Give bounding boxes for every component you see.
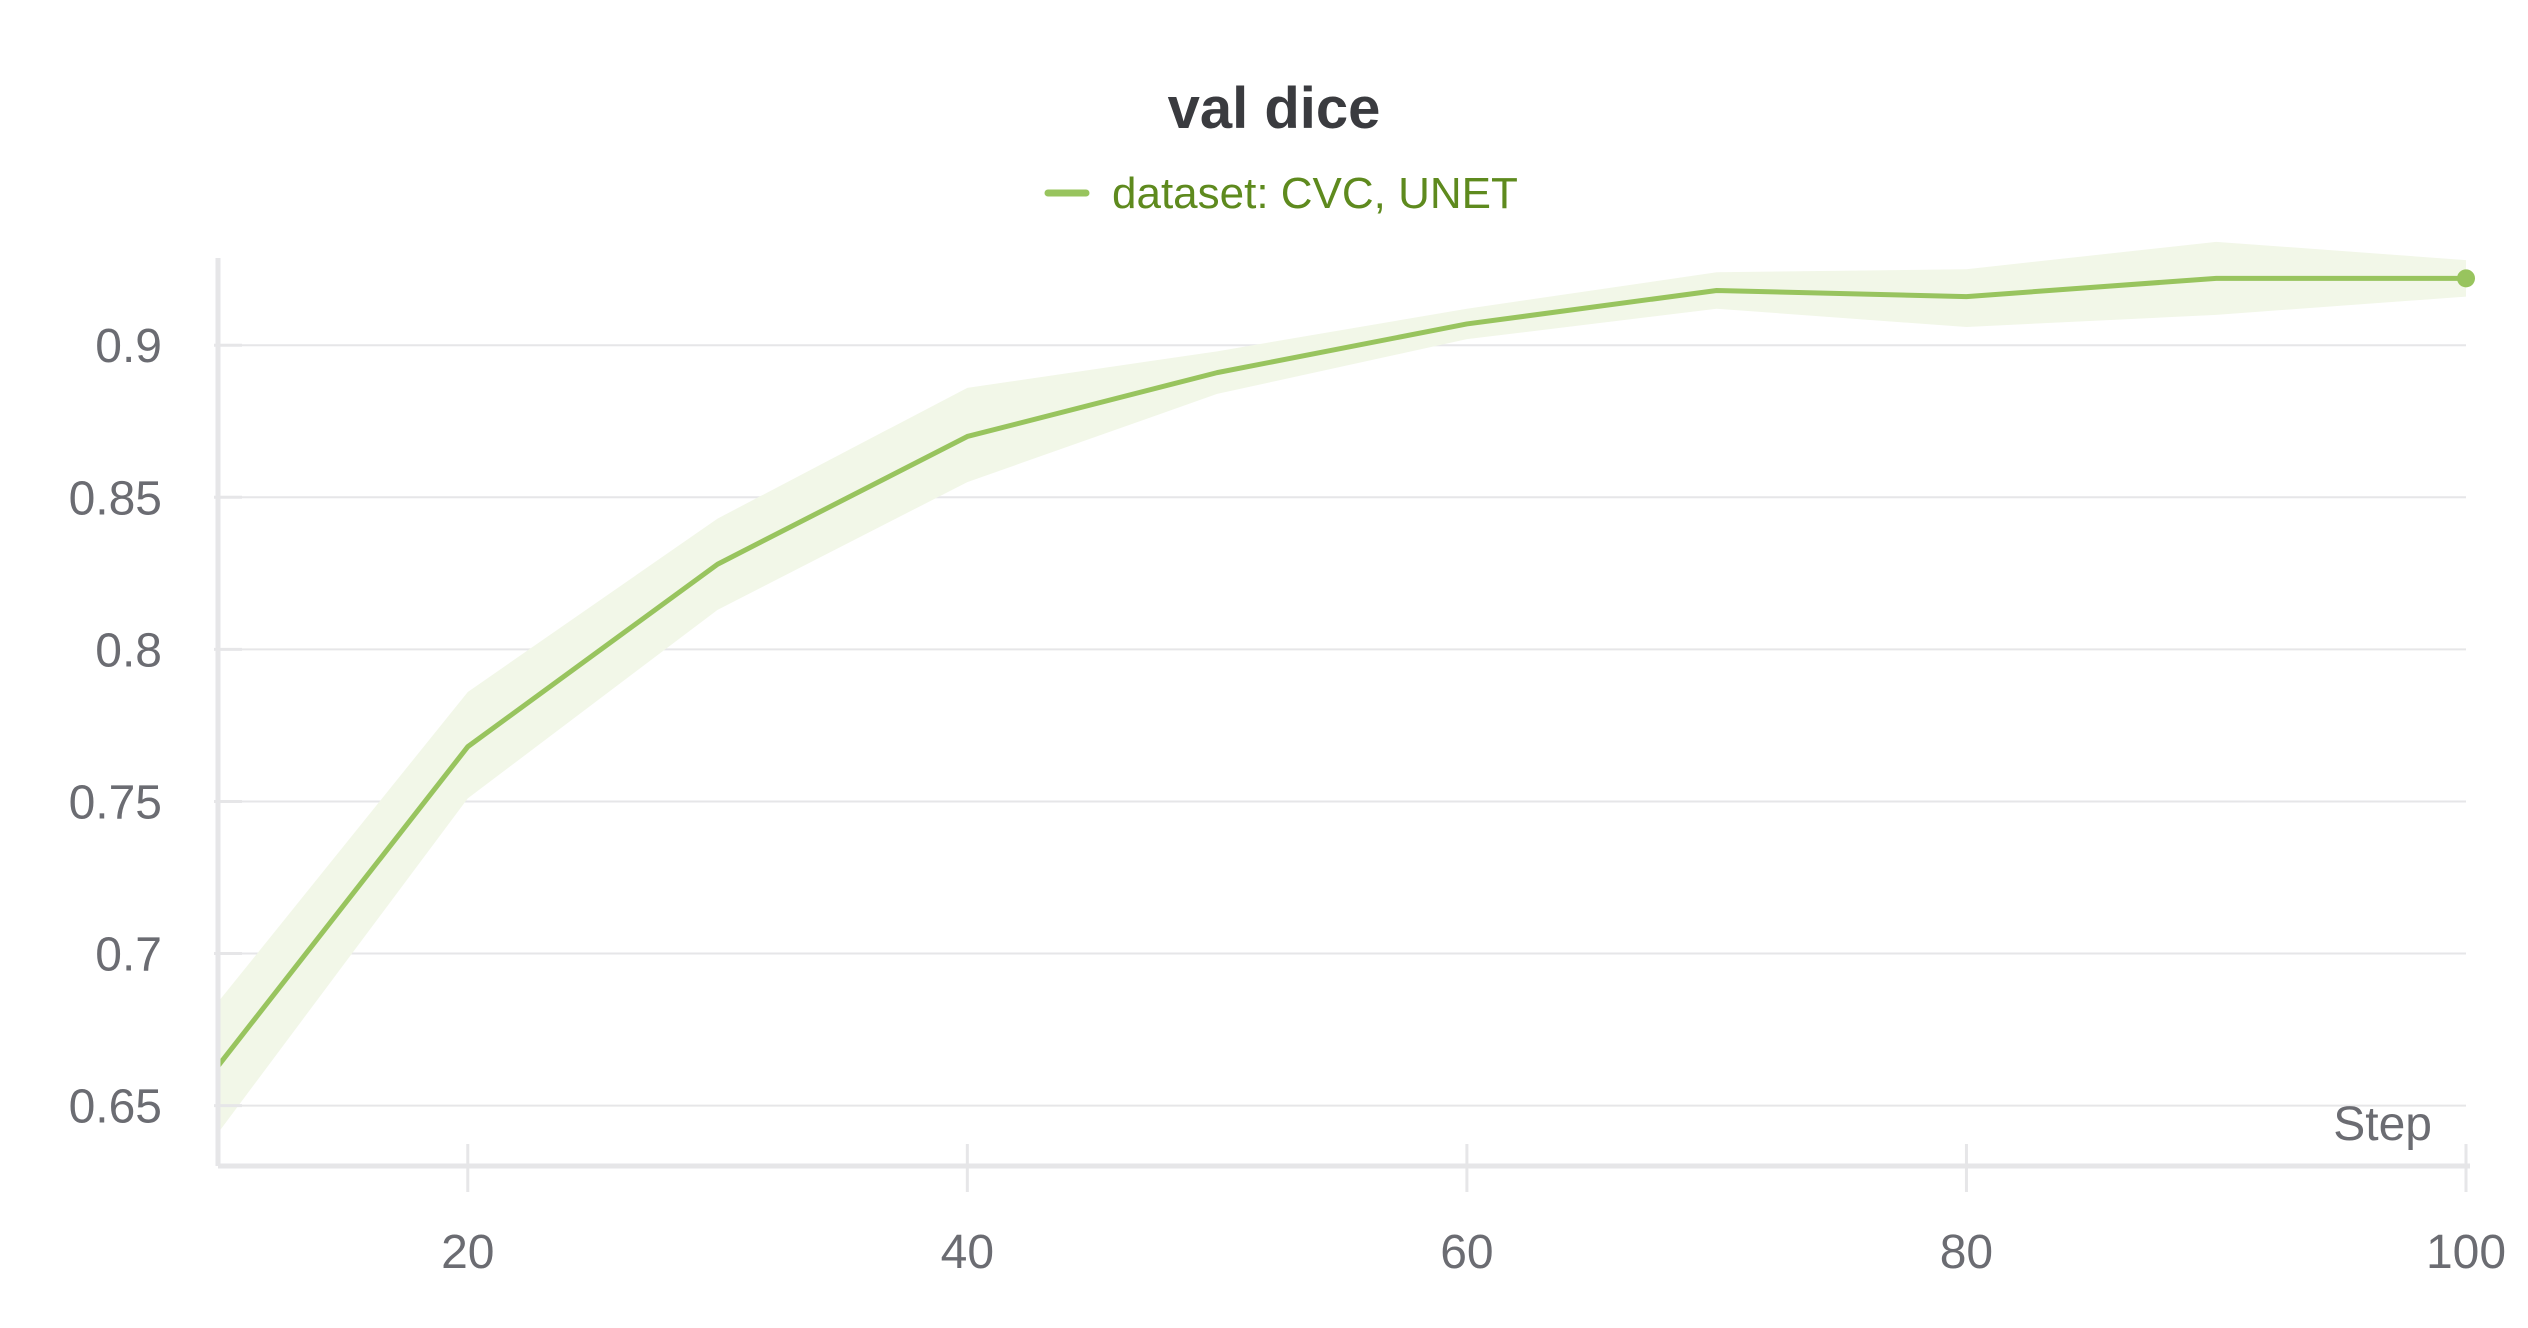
x-tick-label: 80: [1940, 1226, 1993, 1279]
y-tick-label: 0.8: [95, 624, 162, 677]
x-tick-label: 40: [941, 1226, 994, 1279]
axes: [215, 258, 2470, 1169]
series-band: [218, 241, 2466, 1133]
series-line: [215, 275, 2469, 1069]
y-axis-ticks: 0.65 0.7 0.75 0.8 0.85 0.9: [69, 320, 242, 1134]
y-tick-label: 0.9: [95, 320, 162, 373]
x-tick-label: 60: [1440, 1226, 1493, 1279]
y-tick-label: 0.85: [69, 472, 162, 525]
legend-label: dataset: CVC, UNET: [1112, 169, 1518, 218]
y-tick-label: 0.75: [69, 776, 162, 829]
x-axis-ticks: 20 40 60 80 100: [441, 1144, 2506, 1279]
series-end-point: [2457, 269, 2475, 288]
legend: dataset: CVC, UNET: [1044, 169, 1518, 218]
series-lines: [215, 269, 2475, 1069]
confidence-bands: [218, 241, 2466, 1133]
x-axis-title: Step: [2333, 1098, 2432, 1151]
x-tick-label: 100: [2426, 1226, 2506, 1279]
y-tick-label: 0.65: [69, 1081, 162, 1134]
x-tick-label: 20: [441, 1226, 494, 1279]
chart-title: val dice: [1168, 76, 1381, 141]
y-tick-label: 0.7: [95, 929, 162, 982]
